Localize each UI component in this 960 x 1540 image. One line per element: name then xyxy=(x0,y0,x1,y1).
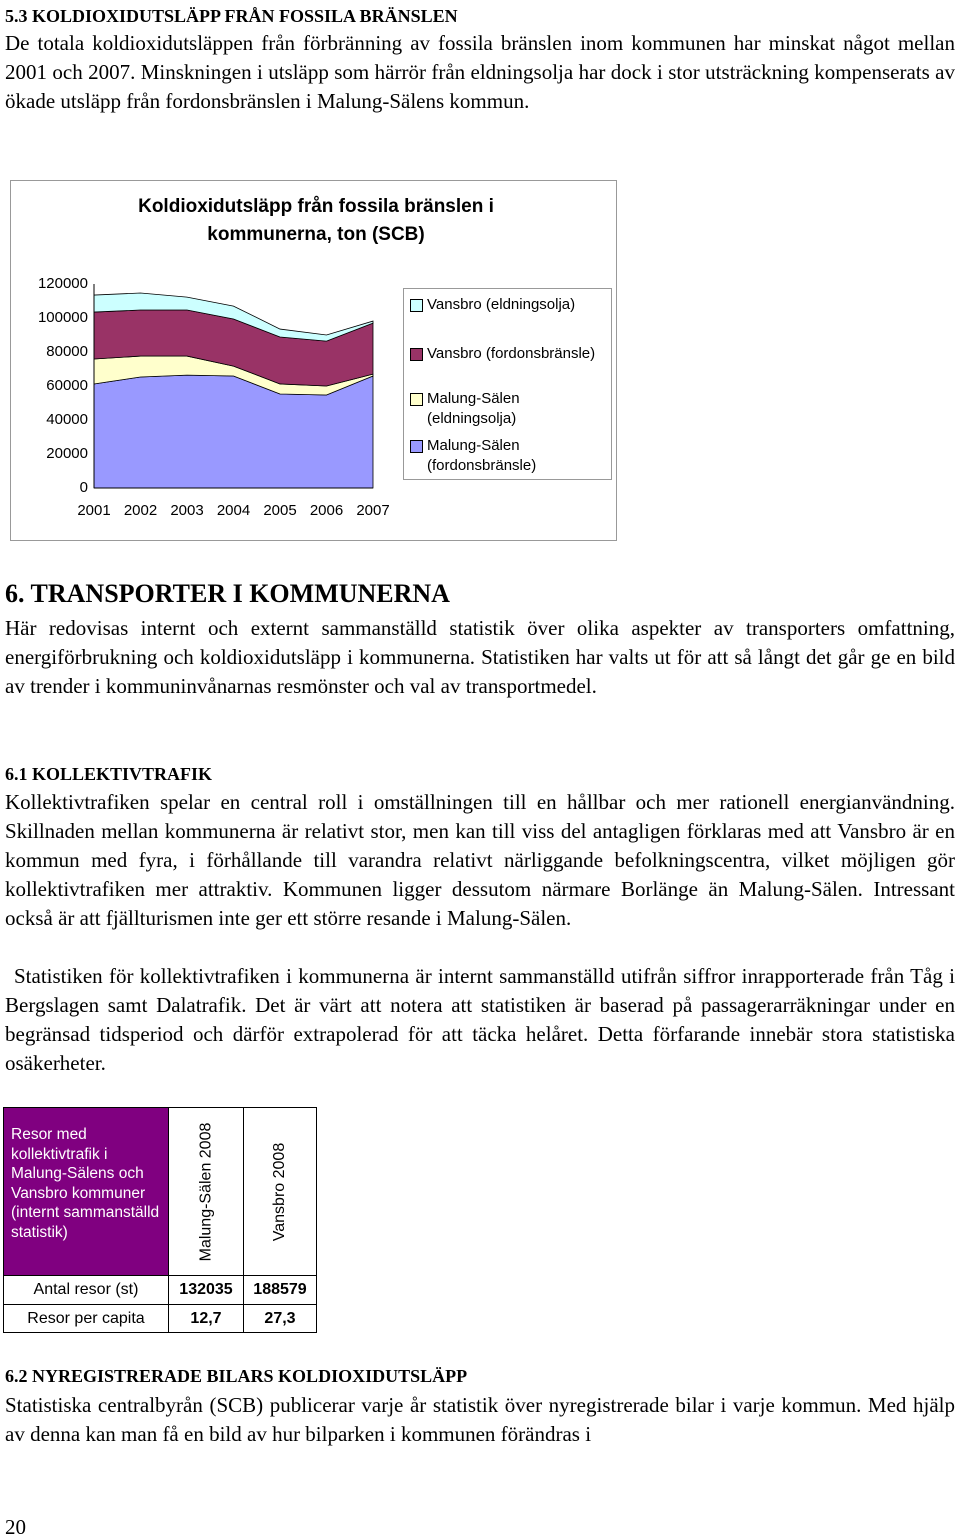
paragraph: Statistiken för kollektivtrafiken i komm… xyxy=(5,964,955,1075)
text: Resor per capita xyxy=(27,1309,145,1327)
y-tick-label: 100000 xyxy=(38,309,88,326)
x-tick-label: 2007 xyxy=(356,502,389,519)
table-cell: 132035 xyxy=(168,1275,244,1305)
text: 27,3 xyxy=(264,1309,296,1327)
legend-swatch xyxy=(410,299,423,312)
legend-swatch xyxy=(410,440,423,453)
y-tick-label: 20000 xyxy=(46,445,88,462)
x-tick-label: 2003 xyxy=(170,502,203,519)
text: 188579 xyxy=(253,1281,307,1298)
paragraph: De totala koldioxidutsläppen från förbrä… xyxy=(5,31,955,113)
legend-label: Vansbro (fordonsbränsle) xyxy=(427,345,596,362)
chart-title: Koldioxidutsläpp från fossila bränslen i… xyxy=(138,196,494,245)
page-number: 20 xyxy=(5,1515,26,1539)
legend-label: Vansbro (eldningsolja) xyxy=(427,296,576,313)
text: 132035 xyxy=(179,1281,233,1298)
text: Antal resor (st) xyxy=(33,1281,139,1298)
y-tick-label: 60000 xyxy=(46,377,88,394)
heading: 6. TRANSPORTER I KOMMUNERNA xyxy=(5,579,450,608)
table-header-cell: Vansbro 2008 xyxy=(243,1107,317,1276)
x-tick-label: 2001 xyxy=(77,502,110,519)
legend-label: Malung-Sälen (fordonsbränsle) xyxy=(427,437,537,474)
x-tick-label: 2002 xyxy=(124,502,157,519)
paragraph: Statistiska centralbyrån (SCB) publicera… xyxy=(5,1393,955,1446)
legend: Vansbro (eldningsolja) Vansbro (fordonsbr… xyxy=(403,288,612,480)
x-tick-label: 2005 xyxy=(263,502,296,519)
y-tick-label: 120000 xyxy=(38,275,88,292)
x-tick-label: 2006 xyxy=(310,502,343,519)
table-cell: Antal resor (st) xyxy=(3,1275,169,1305)
legend-swatch xyxy=(410,393,423,406)
text: 12,7 xyxy=(190,1309,222,1327)
text: Malung-Sälen 2008 xyxy=(197,1122,215,1261)
y-tick-label: 0 xyxy=(80,479,88,496)
heading: 5.3 KOLDIOXIDUTSLÄPP FRÅN FOSSILA BRÄNSL… xyxy=(5,6,458,26)
x-tick-label: 2004 xyxy=(217,502,250,519)
y-tick-label: 80000 xyxy=(46,343,88,360)
chart-plot: 0 20000 40000 60000 80000 100000 120000 2001 200… xyxy=(38,275,390,519)
table-cell: Resor per capita xyxy=(3,1304,169,1333)
chart: Koldioxidutsläpp från fossila bränslen i… xyxy=(10,180,617,541)
y-tick-label: 40000 xyxy=(46,411,88,428)
text: Vansbro 2008 xyxy=(271,1142,289,1241)
table-cell: 12,7 xyxy=(168,1304,244,1333)
table-header-cell: Resor med kollektivtrafik i Malung-Sälen… xyxy=(3,1107,169,1276)
paragraph: Här redovisas internt och externt samman… xyxy=(5,616,955,698)
area xyxy=(93,292,374,342)
table-cell: 27,3 xyxy=(243,1304,317,1333)
table-header-cell: Malung-Sälen 2008 xyxy=(168,1107,244,1276)
legend-label: Malung-Sälen (eldningsolja) xyxy=(427,390,520,427)
legend-swatch xyxy=(410,348,423,361)
heading: 6.1 KOLLEKTIVTRAFIK xyxy=(5,764,213,784)
table-cell: 188579 xyxy=(243,1275,317,1305)
paragraph: Kollektivtrafiken spelar en central roll… xyxy=(5,790,955,930)
text: Resor med kollektivtrafik i Malung-Sälen… xyxy=(11,1126,160,1241)
heading: 6.2 NYREGISTRERADE BILARS KOLDIOXIDUTSLÄ… xyxy=(5,1366,468,1386)
